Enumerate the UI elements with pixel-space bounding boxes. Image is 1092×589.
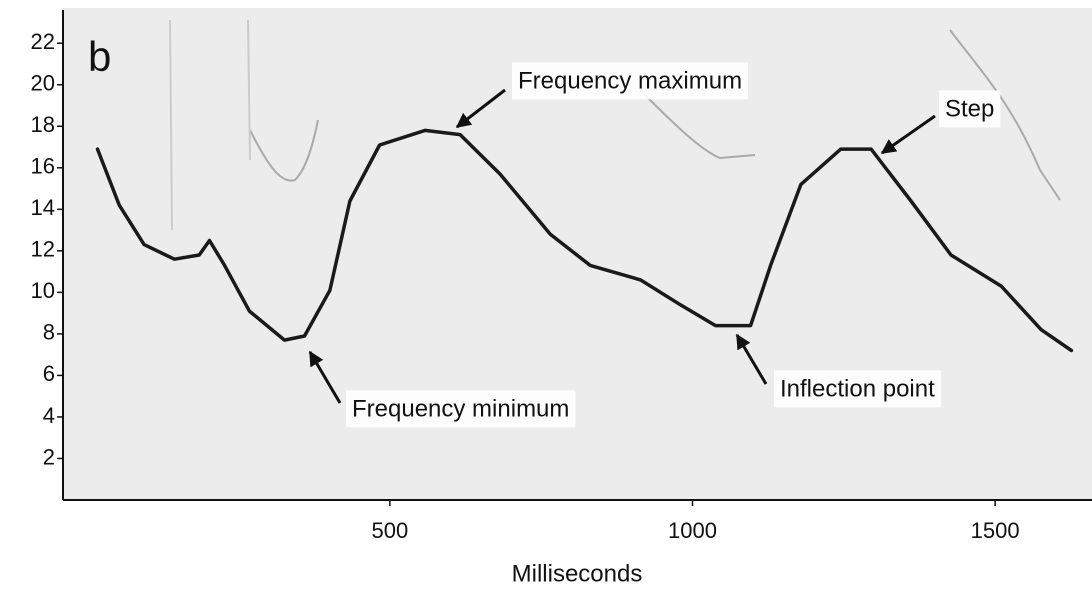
x-axis-title: Milliseconds [512, 560, 643, 587]
annotation-arrow [880, 114, 936, 155]
annotation: Inflection point [780, 375, 935, 402]
annotation-background [512, 62, 749, 100]
annotation-background [939, 90, 1001, 128]
annotation: Step [945, 95, 994, 122]
annotation-arrow [455, 88, 506, 129]
y-tick-label: 18 [31, 112, 55, 137]
y-tick-label: 4 [43, 403, 55, 428]
y-tick-label: 14 [31, 195, 55, 220]
annotation-arrow [735, 333, 768, 385]
y-tick-label: 20 [31, 71, 55, 96]
y-tick-label: 16 [31, 154, 55, 179]
contour-line [95, 128, 1074, 353]
x-tick-label: 1500 [971, 518, 1020, 543]
y-tick-label: 22 [31, 29, 55, 54]
x-tick-label: 1000 [668, 518, 717, 543]
y-tick-label: 2 [43, 444, 55, 469]
annotation-arrow [308, 350, 342, 404]
y-tick-label: 8 [43, 320, 55, 345]
annotation: Frequency maximum [518, 67, 742, 94]
annotation-background [774, 370, 942, 408]
y-tick-label: 12 [31, 237, 55, 262]
y-tick-label: 6 [43, 361, 55, 386]
panel-label: b [88, 33, 111, 80]
y-tick-label: 10 [31, 278, 55, 303]
annotation-background [346, 390, 576, 428]
x-tick-label: 500 [371, 518, 408, 543]
annotation: Frequency minimum [352, 395, 569, 422]
